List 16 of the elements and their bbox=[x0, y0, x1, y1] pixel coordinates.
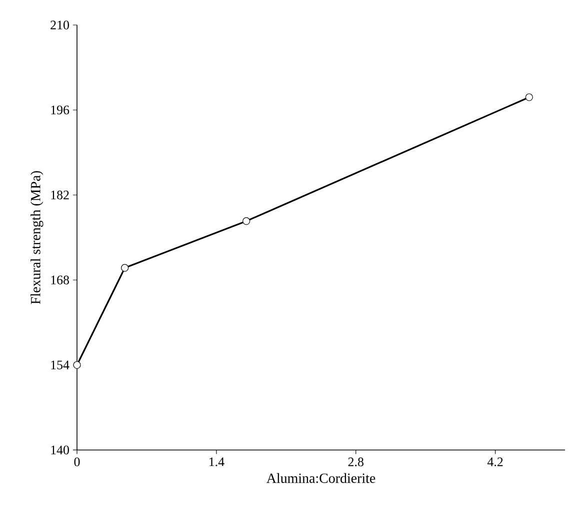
y-tick-label: 168 bbox=[51, 276, 69, 284]
y-tick-label: 140 bbox=[51, 446, 69, 454]
y-tick-label: 182 bbox=[51, 190, 69, 200]
y-tick-label: 210 bbox=[50, 20, 69, 30]
y-tick-label: 154 bbox=[51, 360, 70, 370]
point bbox=[73, 361, 81, 369]
x-tick-label: 2.8 bbox=[348, 458, 364, 466]
x-tick-label: 4.2 bbox=[487, 458, 503, 466]
x-tick-label: 1.4 bbox=[209, 458, 224, 466]
x-tick-label: 0 bbox=[74, 458, 80, 466]
x-axis-title: Alumina:Cordierite bbox=[266, 473, 376, 484]
y-tick-label: 196 bbox=[51, 106, 70, 114]
point bbox=[242, 217, 250, 225]
point bbox=[121, 264, 129, 272]
y-axis-title: Flexural strength (MPa) bbox=[30, 171, 44, 304]
point bbox=[525, 93, 533, 102]
